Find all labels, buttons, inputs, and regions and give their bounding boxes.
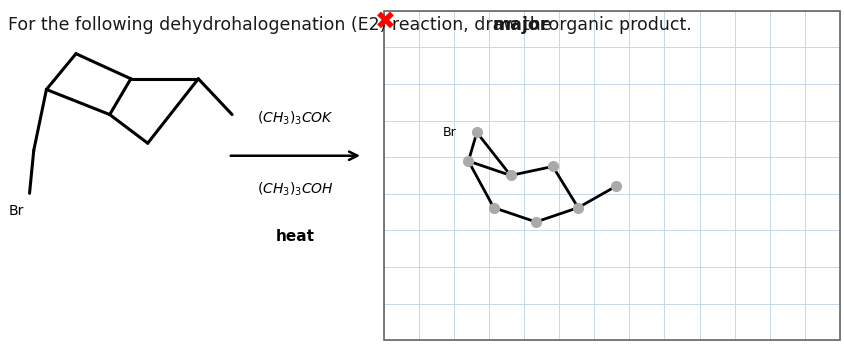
Text: For the following dehydrohalogenation (E2) reaction, draw the: For the following dehydrohalogenation (E… <box>8 16 558 34</box>
Text: ✖: ✖ <box>376 9 396 34</box>
Text: heat: heat <box>276 229 315 244</box>
Text: Br: Br <box>8 204 24 218</box>
Text: Br: Br <box>443 126 457 139</box>
Text: major: major <box>493 16 549 34</box>
Text: $\left(CH_3\right)_3COH$: $\left(CH_3\right)_3COH$ <box>257 181 334 198</box>
Text: organic product.: organic product. <box>543 16 691 34</box>
Text: $\left(CH_3\right)_3COK$: $\left(CH_3\right)_3COK$ <box>257 110 334 127</box>
Bar <box>384 11 840 340</box>
